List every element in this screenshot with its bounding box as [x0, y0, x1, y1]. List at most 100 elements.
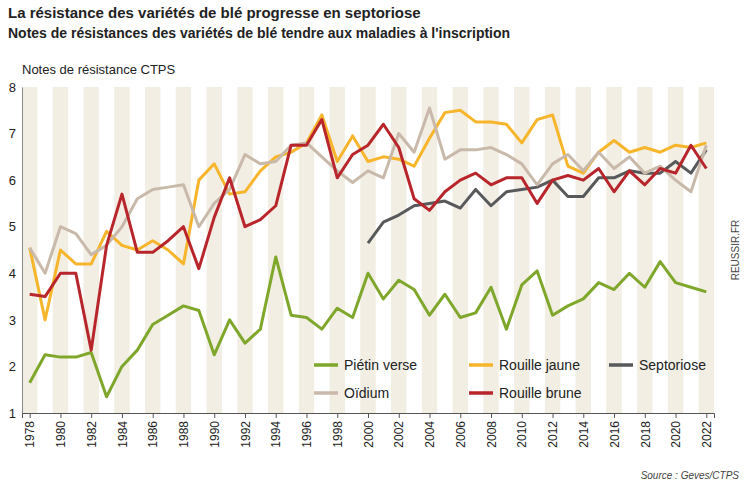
- y-tick: 1: [9, 406, 22, 421]
- y-tick-label: 6: [9, 173, 16, 188]
- x-tick: 2012: [546, 413, 560, 448]
- x-tick: 2022: [700, 413, 714, 448]
- stripe: [237, 87, 252, 413]
- legend-item: Rouille brune: [469, 385, 582, 401]
- x-tick: 2008: [485, 413, 499, 448]
- x-tick-mark: [183, 413, 184, 418]
- x-tick-mark: [583, 413, 584, 418]
- x-tick-label: 1988: [177, 421, 191, 448]
- x-tick-label: 2012: [546, 421, 560, 448]
- x-tick-mark: [491, 413, 492, 418]
- plot: 1234567819781980198219841986198819901992…: [9, 80, 715, 448]
- lines: [30, 108, 707, 397]
- legend-label: Septoriose: [639, 357, 706, 373]
- x-tick: 2020: [669, 413, 683, 448]
- source: Source : Geves/CTPS: [641, 470, 740, 481]
- x-tick-label: 1982: [85, 421, 99, 448]
- x-tick: 1980: [54, 413, 68, 448]
- y-tick-label: 2: [9, 359, 16, 374]
- x-tick-mark: [276, 413, 277, 418]
- legend-swatch: [314, 391, 338, 395]
- x-tick-label: 2018: [639, 421, 653, 448]
- x-tick-label: 2010: [515, 421, 529, 448]
- legend-label: Rouille jaune: [499, 357, 580, 373]
- x-tick: 2010: [515, 413, 529, 448]
- stripe: [176, 87, 191, 413]
- x-tick-label: 2014: [577, 421, 591, 448]
- stripe: [268, 87, 283, 413]
- x-tick-mark: [60, 413, 61, 418]
- stripe: [114, 87, 129, 413]
- y-tick: 6: [9, 173, 22, 188]
- x-tick: 2004: [423, 413, 437, 448]
- x-tick: 2000: [362, 413, 376, 448]
- x-tick-label: 2020: [669, 421, 683, 448]
- x-tick-mark: [460, 413, 461, 418]
- x-tick: 1986: [146, 413, 160, 448]
- series-line: [30, 108, 707, 273]
- x-tick-label: 1996: [300, 421, 314, 448]
- x-tick-label: 1994: [269, 421, 283, 448]
- legend-swatch: [609, 363, 633, 367]
- x-tick-mark: [522, 413, 523, 418]
- series-line: [30, 120, 707, 351]
- x-tick-label: 2016: [608, 421, 622, 448]
- y-tick-label: 8: [9, 80, 16, 95]
- x-tick-mark: [306, 413, 307, 418]
- x-tick-mark: [676, 413, 677, 418]
- x-tick: 2016: [608, 413, 622, 448]
- y-tick: 5: [9, 219, 22, 234]
- x-tick: 1984: [116, 413, 130, 448]
- series-line: [30, 257, 707, 397]
- stripe: [453, 87, 468, 413]
- x-tick-label: 2002: [392, 421, 406, 448]
- x-tick-label: 1980: [54, 421, 68, 448]
- stripes: [22, 87, 714, 413]
- y-tick: 8: [9, 80, 22, 95]
- x-tick-label: 2000: [362, 421, 376, 448]
- x-tick-label: 1992: [239, 421, 253, 448]
- legend-item: Piétin verse: [314, 357, 417, 373]
- title: La résistance des variétés de blé progre…: [8, 4, 421, 21]
- x-tick: 1990: [208, 413, 222, 448]
- subtitle: Notes de résistances des variétés de blé…: [8, 25, 510, 41]
- x-axis: 1978 1980 1982 1984 1986 1988 1990 1992 1994 1996…: [23, 413, 715, 448]
- legend-swatch: [469, 363, 493, 367]
- x-tick-mark: [399, 413, 400, 418]
- x-tick: 1992: [239, 413, 253, 448]
- x-tick-label: 2006: [454, 421, 468, 448]
- y-tick-label: 7: [9, 126, 16, 141]
- x-tick-label: 2022: [700, 421, 714, 448]
- y-tick: 7: [9, 126, 22, 141]
- credit: REUSSIR.FR: [730, 220, 741, 281]
- legend-item: Septoriose: [609, 357, 706, 373]
- x-tick: 1982: [85, 413, 99, 448]
- y-axis-line: [22, 88, 23, 414]
- x-tick-mark: [153, 413, 154, 418]
- legend-swatch: [469, 391, 493, 395]
- x-tick-label: 1986: [146, 421, 160, 448]
- x-tick: 1996: [300, 413, 314, 448]
- legend-swatch: [314, 363, 338, 367]
- x-tick: 2018: [639, 413, 653, 448]
- series-line: [30, 110, 707, 320]
- x-tick-mark: [706, 413, 707, 418]
- x-tick: 2006: [454, 413, 468, 448]
- x-tick-mark: [430, 413, 431, 418]
- stripe: [207, 87, 222, 413]
- legend-item: Rouille jaune: [469, 357, 580, 373]
- x-tick: 2014: [577, 413, 591, 448]
- x-tick-label: 2004: [423, 421, 437, 448]
- x-tick-mark: [553, 413, 554, 418]
- legend-label: Rouille brune: [499, 385, 582, 401]
- x-tick-label: 1984: [116, 421, 130, 448]
- x-tick: 1998: [331, 413, 345, 448]
- y-tick: 2: [9, 359, 22, 374]
- y-tick-label: 3: [9, 313, 16, 328]
- x-tick-mark: [30, 413, 31, 418]
- y-axis-title: Notes de résistance CTPS: [22, 62, 176, 77]
- x-tick-label: 1978: [23, 421, 37, 448]
- x-tick-mark: [645, 413, 646, 418]
- x-tick: 1978: [23, 413, 37, 448]
- x-axis-line: [23, 414, 715, 419]
